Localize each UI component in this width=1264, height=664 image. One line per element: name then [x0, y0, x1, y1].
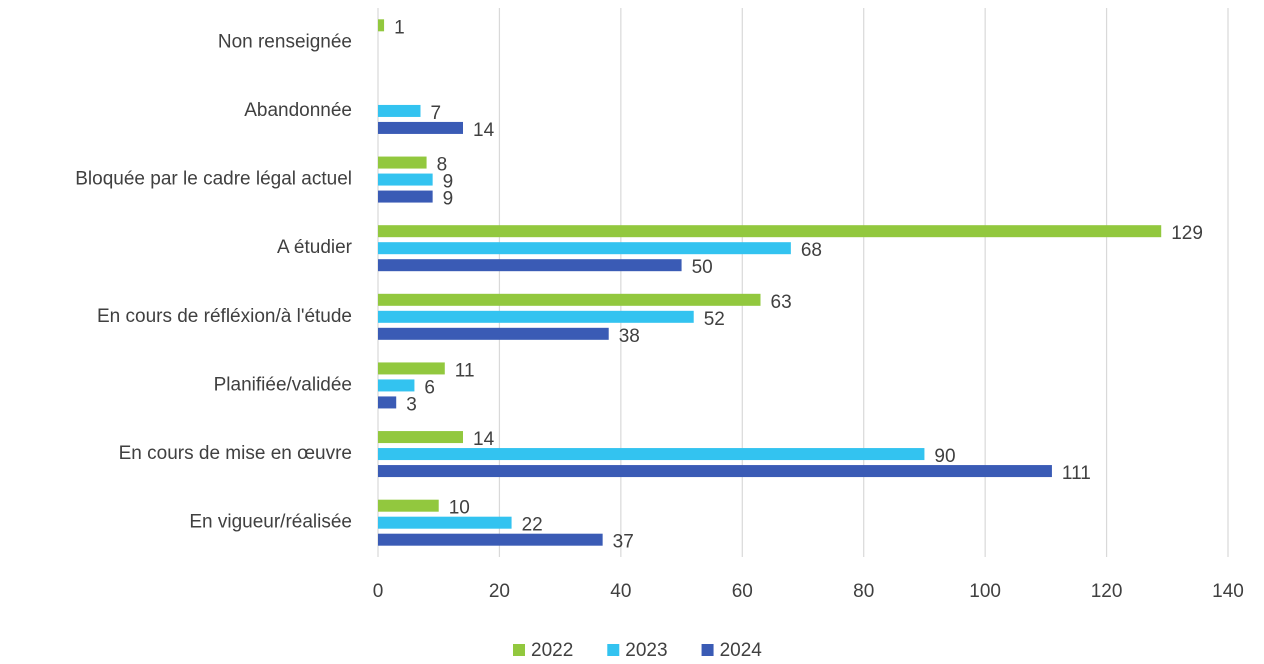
data-label: 50 — [692, 257, 713, 278]
legend-label: 2023 — [625, 640, 667, 661]
x-tick-label: 100 — [969, 581, 1001, 602]
bar — [378, 293, 761, 306]
y-tick-label: Planifiée/validée — [214, 374, 352, 395]
legend-swatch — [607, 644, 620, 656]
data-label: 38 — [619, 326, 640, 347]
data-label: 37 — [613, 532, 634, 553]
data-label: 52 — [704, 309, 725, 330]
bar — [378, 19, 385, 32]
bar — [378, 156, 427, 169]
bar — [378, 465, 1052, 478]
x-tick-label: 140 — [1212, 581, 1244, 602]
data-label: 68 — [801, 240, 822, 261]
data-label: 111 — [1062, 463, 1091, 484]
data-label: 10 — [449, 498, 470, 519]
bar — [378, 121, 463, 134]
data-label: 3 — [406, 394, 417, 415]
data-label: 8 — [437, 155, 448, 176]
bar — [378, 242, 791, 255]
data-label: 63 — [771, 292, 792, 313]
data-label: 9 — [443, 189, 454, 210]
bar — [378, 431, 463, 444]
x-tick-label: 20 — [489, 581, 510, 602]
bar — [378, 310, 694, 323]
data-label: 9 — [443, 172, 454, 193]
bar — [378, 225, 1162, 238]
data-label: 1 — [394, 17, 405, 38]
bar — [378, 516, 512, 529]
data-label: 14 — [473, 120, 495, 141]
y-tick-label: En vigueur/réalisée — [189, 512, 352, 533]
y-tick-label: Non renseignée — [218, 31, 352, 52]
data-label: 90 — [934, 446, 955, 467]
legend-swatch — [701, 644, 714, 656]
x-tick-label: 80 — [853, 581, 874, 602]
y-tick-label: Abandonnée — [244, 100, 352, 121]
legend-swatch — [513, 644, 525, 656]
bar — [378, 448, 925, 461]
bar — [378, 327, 609, 340]
data-label: 6 — [424, 377, 435, 398]
y-tick-label: A étudier — [277, 237, 353, 258]
data-label: 14 — [473, 429, 495, 450]
x-tick-label: 40 — [610, 581, 631, 602]
y-tick-label: En cours de mise en œuvre — [119, 443, 352, 464]
bar — [378, 362, 445, 375]
data-label: 129 — [1171, 223, 1203, 244]
bar — [378, 379, 415, 392]
data-label: 11 — [455, 360, 475, 381]
data-label: 7 — [431, 103, 442, 124]
legend-label: 2022 — [531, 640, 573, 661]
x-tick-label: 60 — [732, 581, 753, 602]
y-tick-label: Bloquée par le cadre légal actuel — [75, 169, 352, 190]
bar — [378, 190, 433, 203]
bar — [378, 396, 397, 409]
x-tick-label: 120 — [1091, 581, 1123, 602]
y-tick-label: En cours de réfléxion/à l'étude — [97, 306, 352, 327]
bar — [378, 104, 421, 117]
bar — [378, 533, 603, 546]
x-tick-label: 0 — [373, 581, 384, 602]
bar — [378, 259, 682, 272]
legend-label: 2024 — [720, 640, 763, 661]
data-label: 22 — [522, 515, 543, 536]
bar — [378, 499, 439, 512]
bar — [378, 173, 433, 186]
